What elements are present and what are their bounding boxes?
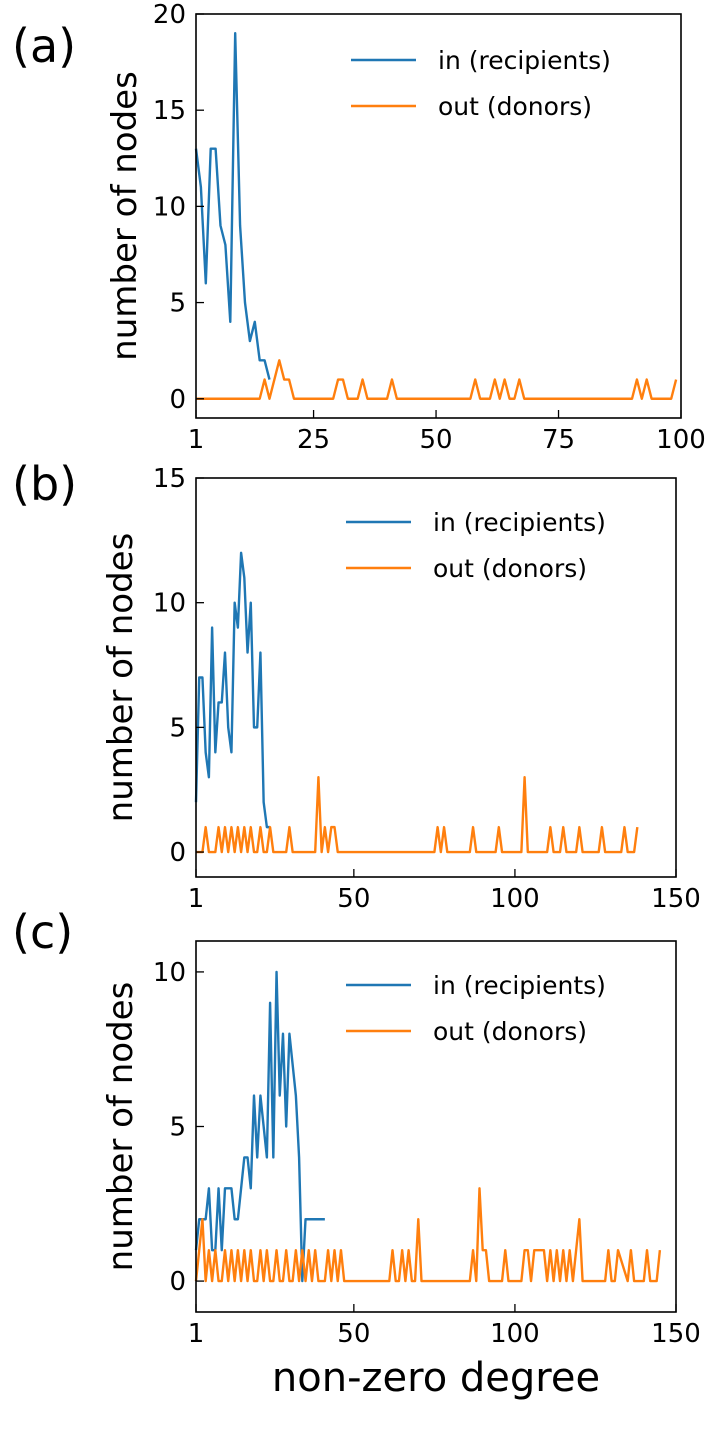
- series-line-in: [194, 970, 325, 1283]
- x-tick-label: 50: [420, 425, 453, 455]
- legend: in (recipients) out (donors): [346, 508, 606, 583]
- y-tick-label: 5: [169, 713, 186, 743]
- x-tick-label: 100: [490, 884, 540, 914]
- series-line-out: [196, 776, 639, 854]
- y-axis-label: number of nodes: [105, 71, 145, 361]
- x-tick-label: 25: [297, 425, 330, 455]
- y-tick-label: 0: [169, 385, 186, 415]
- y-tick-label: 5: [169, 1113, 186, 1143]
- x-tick-label: 1: [188, 1319, 205, 1349]
- y-axis-label: number of nodes: [101, 982, 141, 1272]
- x-tick-label: 150: [651, 1319, 701, 1349]
- plot-frame: [195, 477, 677, 878]
- y-tick-label: 5: [169, 289, 186, 319]
- legend-label-out: out (donors): [433, 554, 587, 583]
- panel-label: (a): [12, 19, 76, 73]
- x-tick-label: 1: [188, 884, 205, 914]
- x-tick-label: 150: [651, 884, 701, 914]
- x-tick-label: 1: [188, 425, 205, 455]
- legend-label-in: in (recipients): [433, 971, 606, 1000]
- legend-label-in: in (recipients): [438, 46, 611, 75]
- panel-label: (b): [12, 457, 77, 511]
- plot-frame: [195, 13, 682, 419]
- y-axis-label: number of nodes: [101, 533, 141, 823]
- legend: in (recipients) out (donors): [346, 971, 606, 1046]
- y-tick-label: 10: [153, 589, 186, 619]
- y-tick-label: 15: [153, 464, 186, 494]
- legend: in (recipients) out (donors): [351, 46, 611, 121]
- y-tick-label: 10: [153, 958, 186, 988]
- x-axis-label: non-zero degree: [272, 1355, 600, 1401]
- x-tick-label: 50: [337, 884, 370, 914]
- series-line-out: [196, 359, 678, 400]
- x-tick-label: 100: [656, 425, 706, 455]
- panel-a: (a) 1 25 50 75 100 0 5 10 15 20 number of nodes in (…: [12, 0, 706, 455]
- legend-label-out: out (donors): [433, 1017, 587, 1046]
- x-tick-label: 75: [542, 425, 575, 455]
- y-tick-label: 15: [153, 96, 186, 126]
- series-line-out: [194, 1187, 662, 1283]
- y-tick-label: 10: [153, 192, 186, 222]
- legend-label-out: out (donors): [438, 92, 592, 121]
- y-tick-label: 0: [169, 838, 186, 868]
- series-line-in: [194, 32, 271, 380]
- y-tick-label: 0: [169, 1267, 186, 1297]
- x-tick-label: 50: [337, 1319, 370, 1349]
- y-tick-label: 20: [153, 0, 186, 30]
- series-line-in: [194, 551, 271, 829]
- legend-label-in: in (recipients): [433, 508, 606, 537]
- panel-label: (c): [12, 905, 73, 959]
- x-tick-label: 100: [490, 1319, 540, 1349]
